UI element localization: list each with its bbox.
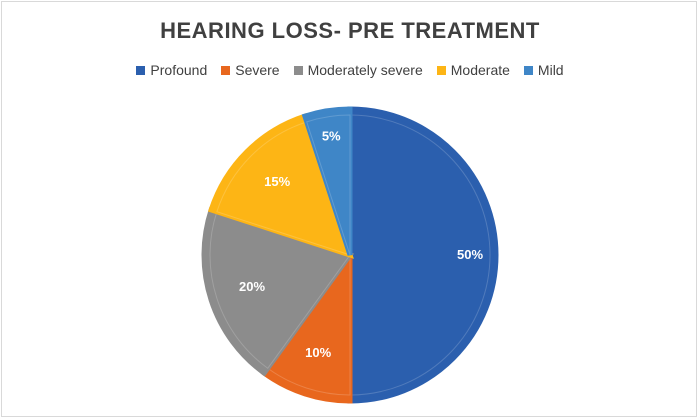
data-label-moderately-severe: 20%: [239, 279, 265, 294]
legend-swatch-moderate: [436, 65, 446, 75]
legend-swatch-profound: [136, 65, 146, 75]
legend-label-mild: Mild: [537, 62, 564, 78]
pie-slice-inner-mild: [306, 114, 351, 256]
data-label-profound: 50%: [457, 247, 483, 262]
legend-swatch-severe: [221, 65, 231, 75]
data-label-severe: 10%: [305, 345, 331, 360]
legend-swatch-mild: [523, 65, 533, 75]
legend-swatch-moderately-severe: [293, 65, 303, 75]
legend-label-moderately-severe: Moderately severe: [307, 62, 423, 78]
legend-item-moderate: Moderate: [436, 62, 510, 78]
pie-slice-inner-profound: [349, 114, 491, 396]
chart-legend: Profound Severe Moderately severe Modera…: [0, 62, 700, 78]
pie-slice-inner-moderately-severe: [209, 211, 351, 369]
legend-label-profound: Profound: [150, 62, 208, 78]
legend-label-severe: Severe: [235, 62, 280, 78]
legend-item-moderately-severe: Moderately severe: [293, 62, 423, 78]
data-label-mild: 5%: [322, 128, 341, 143]
legend-label-moderate: Moderate: [450, 62, 510, 78]
chart-title: HEARING LOSS- PRE TREATMENT: [160, 18, 540, 43]
data-label-moderate: 15%: [264, 174, 290, 189]
legend-item-mild: Mild: [523, 62, 564, 78]
legend-item-severe: Severe: [221, 62, 280, 78]
legend-item-profound: Profound: [136, 62, 207, 78]
